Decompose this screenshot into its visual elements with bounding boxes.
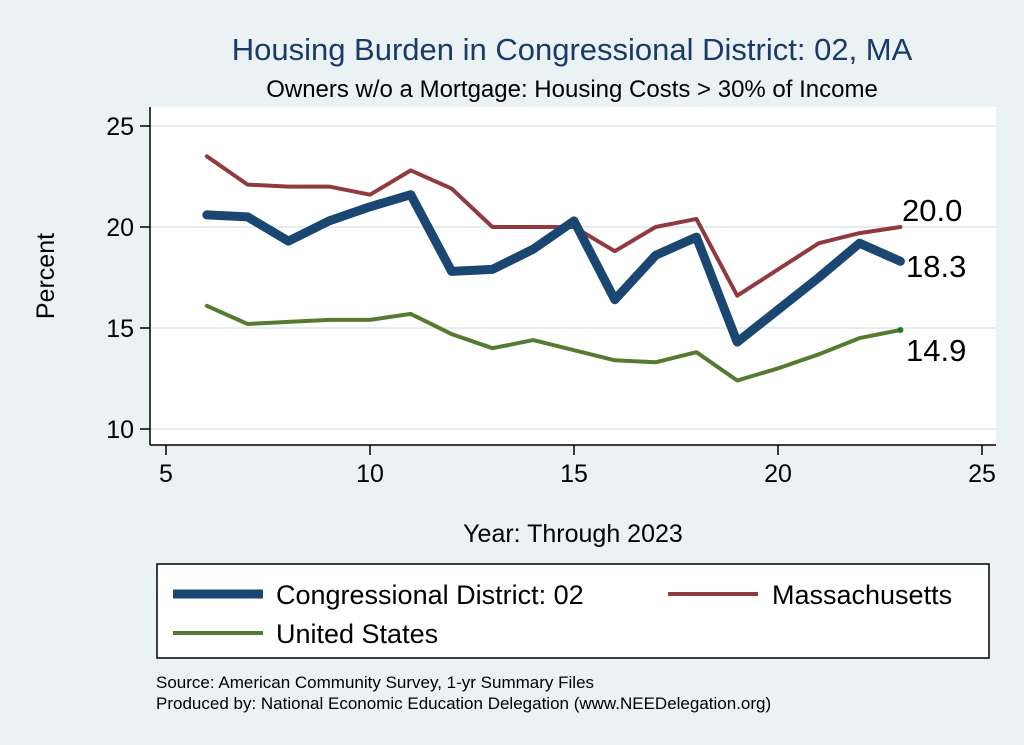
- legend-box: [156, 563, 990, 659]
- series-line-congressional-district-02: [202, 190, 905, 347]
- x-axis-title: Year: Through 2023: [463, 520, 683, 548]
- legend-label: United States: [276, 619, 438, 649]
- end-point-marker: [897, 327, 904, 334]
- y-tick-label: 25: [106, 113, 134, 141]
- y-axis-title: Percent: [32, 233, 60, 319]
- end-value-label: 14.9: [906, 333, 966, 368]
- producer-note: Produced by: National Economic Education…: [156, 694, 771, 713]
- x-tick-label: 5: [159, 460, 173, 488]
- x-tick-label: 25: [968, 460, 996, 488]
- x-tick-label: 15: [560, 460, 588, 488]
- series-lines: [202, 154, 905, 383]
- end-value-label: 20.0: [902, 193, 962, 228]
- x-tick-label: 20: [764, 460, 792, 488]
- end-labels: 18.3 20.0 14.9: [902, 193, 966, 368]
- plot-area: [150, 107, 996, 445]
- y-tick-label: 20: [106, 214, 134, 242]
- x-tick-label: 10: [356, 460, 384, 488]
- series-line-massachusetts: [204, 154, 903, 298]
- y-tick-label: 10: [106, 416, 134, 444]
- chart-subtitle: Owners w/o a Mortgage: Housing Costs > 3…: [266, 76, 878, 103]
- series-line-united-states: [204, 303, 903, 383]
- y-tick-label: 15: [106, 315, 134, 343]
- legend-label: Congressional District: 02: [276, 580, 584, 610]
- end-value-label: 18.3: [906, 249, 966, 284]
- legend: Congressional District: 02 Massachusetts U…: [173, 580, 952, 649]
- chart-title: Housing Burden in Congressional District…: [232, 32, 913, 67]
- axes: 10 15 20 25 5 10 15 20 25: [106, 107, 996, 488]
- legend-label: Massachusetts: [772, 580, 952, 610]
- source-note: Source: American Community Survey, 1-yr …: [156, 673, 594, 692]
